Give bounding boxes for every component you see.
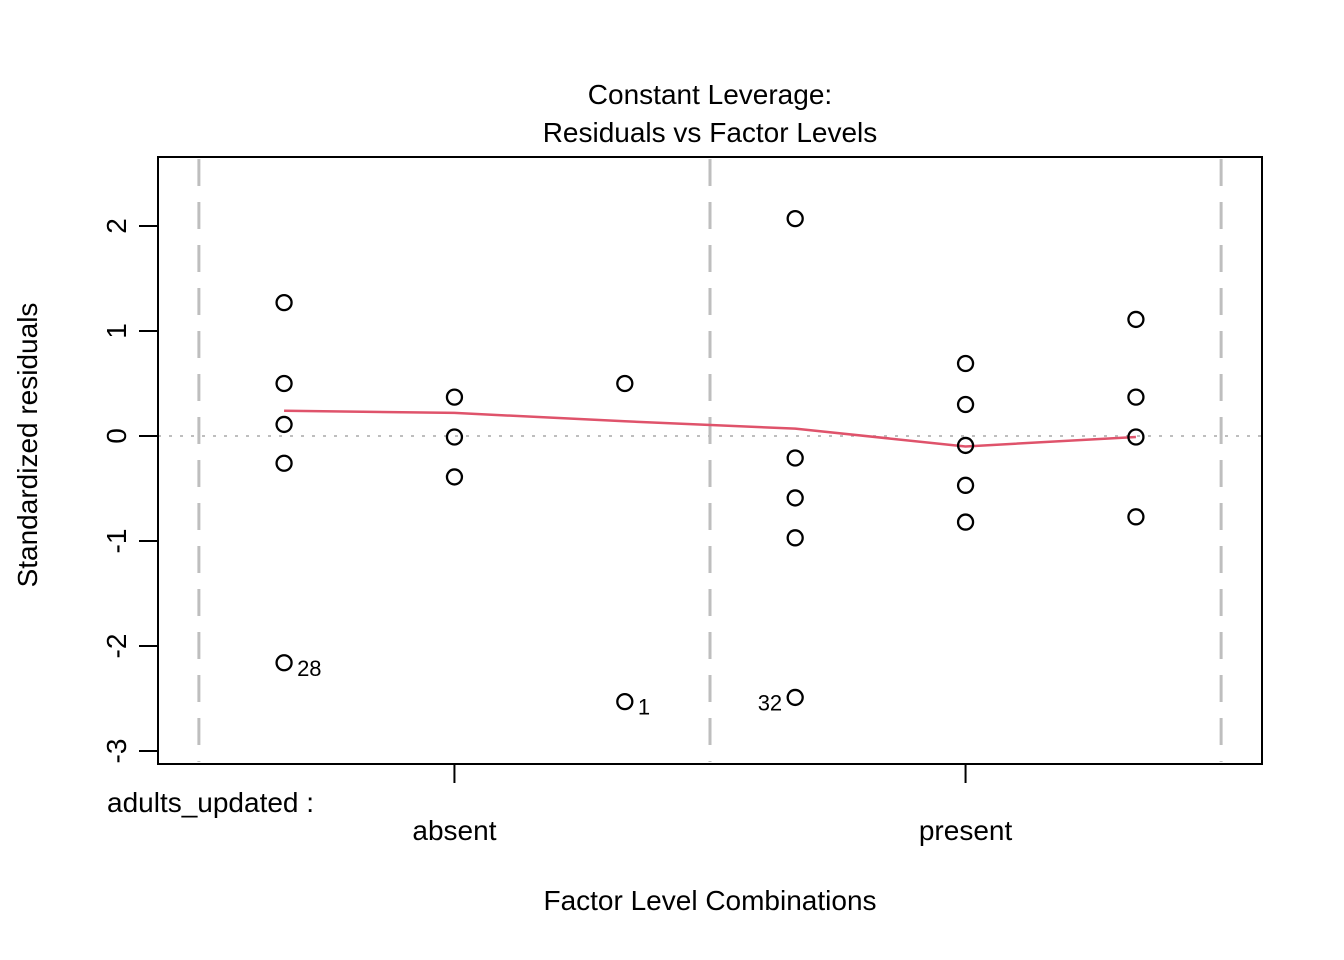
data-point — [1127, 508, 1145, 526]
y-axis-title: Standardized residuals — [12, 302, 43, 588]
data-point — [1127, 388, 1145, 406]
y-tick-label: -3 — [101, 738, 132, 764]
factor-axis-prefix: adults_updated : — [107, 787, 315, 818]
y-tick-label: 0 — [101, 428, 132, 444]
data-point — [275, 293, 293, 312]
data-point — [956, 354, 975, 373]
y-tick-label: -1 — [101, 528, 132, 554]
x-tick-label: absent — [412, 815, 497, 846]
data-point — [445, 468, 464, 486]
data-point — [956, 476, 975, 494]
data-point — [616, 374, 634, 393]
data-point — [616, 692, 634, 711]
y-tick-label: -2 — [101, 633, 132, 659]
data-point — [445, 428, 464, 446]
data-point — [956, 436, 975, 455]
data-point — [445, 388, 464, 406]
data-point — [786, 688, 804, 707]
point-label: 28 — [297, 656, 321, 681]
data-point — [956, 513, 975, 531]
point-label: 1 — [638, 695, 650, 720]
data-point — [786, 529, 804, 547]
point-label: 32 — [758, 690, 782, 715]
y-tick-label: 1 — [101, 323, 132, 339]
plot-box — [157, 156, 1263, 765]
data-point — [275, 654, 293, 672]
data-point — [275, 454, 293, 472]
data-point — [1127, 310, 1145, 329]
data-point — [786, 449, 804, 467]
smooth-line — [284, 409, 1136, 448]
data-point — [786, 489, 804, 507]
data-point — [786, 209, 804, 228]
y-tick-label: 2 — [101, 218, 132, 234]
data-point — [956, 395, 975, 414]
x-tick-label: present — [918, 815, 1013, 846]
x-axis-title: Factor Level Combinations — [543, 885, 877, 916]
plot-title-line1: Constant Leverage: — [587, 79, 833, 110]
data-point — [275, 415, 293, 434]
data-point — [275, 374, 293, 393]
data-point — [1127, 428, 1145, 446]
plot-title-line2: Residuals vs Factor Levels — [542, 117, 878, 148]
